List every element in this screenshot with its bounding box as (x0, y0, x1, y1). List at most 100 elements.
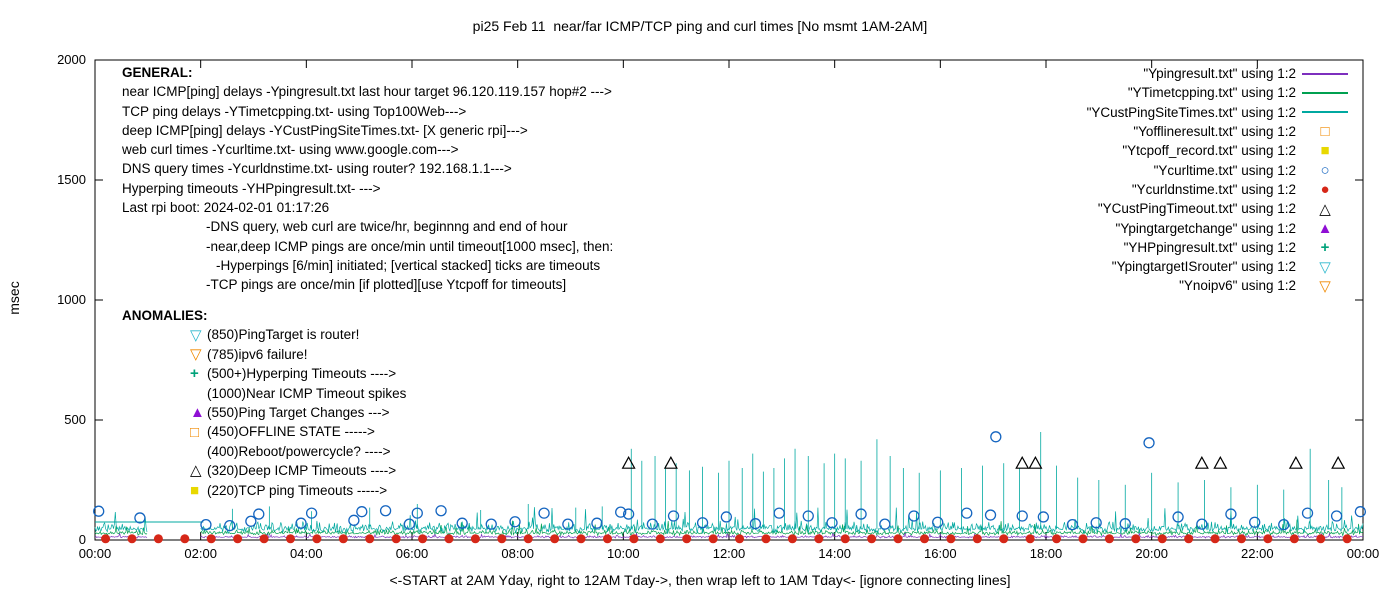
square-filled-icon: ■ (1320, 142, 1330, 160)
legend-label: "YHPpingresult.txt" using 1:2 (1123, 239, 1296, 255)
anomaly-row: (400)Reboot/powercycle? ----> (190, 442, 406, 461)
triangle-down-icon: ▽ (190, 326, 202, 344)
x-tick-label: 12:00 (713, 546, 746, 561)
general-line: web curl times -Ycurltime.txt- using www… (122, 142, 459, 158)
legend-row: "Ytcpoff_record.txt" using 1:2 ■ (1087, 141, 1354, 160)
y-tick-label: 1500 (57, 172, 86, 187)
anomaly-row: ▽ (785)ipv6 failure! (190, 345, 406, 364)
general-notes: -DNS query, web curl are twice/hr, begin… (206, 217, 613, 294)
x-tick-label: 08:00 (501, 546, 534, 561)
x-tick-label: 14:00 (818, 546, 851, 561)
plot-legend: "Ypingresult.txt" using 1:2 "YTimetcppin… (1087, 64, 1354, 296)
general-line: Hyperping timeouts -YHPpingresult.txt- -… (122, 180, 381, 196)
legend-line-symbol (1296, 111, 1354, 114)
general-note: -near,deep ICMP pings are once/min until… (206, 238, 614, 254)
triangle-filled-icon: ▲ (190, 404, 205, 422)
legend-label: "YpingtargetISrouter" using 1:2 (1111, 259, 1296, 275)
plus-icon: + (190, 365, 199, 383)
anomaly-label: (500+)Hyperping Timeouts ----> (207, 366, 397, 382)
x-tick-label: 22:00 (1241, 546, 1274, 561)
anomaly-label: (550)Ping Target Changes ---> (207, 404, 390, 420)
anomaly-label: (785)ipv6 failure! (207, 346, 308, 362)
anomalies-rows: ▽ (850)PingTarget is router! ▽ (785)ipv6… (190, 325, 406, 500)
legend-label: "Ytcpoff_record.txt" using 1:2 (1122, 143, 1296, 159)
anomaly-label: (450)OFFLINE STATE -----> (207, 424, 375, 440)
y-tick-label: 500 (64, 412, 86, 427)
legend-label: "YTimetcpping.txt" using 1:2 (1127, 85, 1296, 101)
general-line: DNS query times -Ycurldnstime.txt- using… (122, 161, 512, 177)
plus-icon: + (1320, 238, 1330, 256)
legend-row: "YCustPingTimeout.txt" using 1:2 △ (1087, 199, 1354, 218)
triangle-open-icon: △ (1319, 200, 1331, 218)
legend-label: "Ynoipv6" using 1:2 (1179, 278, 1296, 294)
triangle-down-icon: ▽ (1319, 258, 1331, 276)
y-tick-label: 2000 (57, 52, 86, 67)
legend-label: "YCustPingTimeout.txt" using 1:2 (1097, 201, 1296, 217)
legend-row: "Ypingtargetchange" using 1:2 ▲ (1087, 218, 1354, 237)
legend-label: "YCustPingSiteTimes.txt" using 1:2 (1086, 104, 1296, 120)
x-tick-label: 00:00 (79, 546, 112, 561)
general-note: -DNS query, web curl are twice/hr, begin… (206, 219, 568, 235)
legend-row: "YCustPingSiteTimes.txt" using 1:2 (1087, 103, 1354, 122)
general-line: Last rpi boot: 2024-02-01 01:17:26 (122, 200, 330, 216)
anomaly-row: ■ (220)TCP ping Timeouts -----> (190, 481, 406, 500)
anomaly-label: (400)Reboot/powercycle? ----> (207, 443, 391, 459)
x-tick-label: 10:00 (607, 546, 640, 561)
anomaly-label: (1000)Near ICMP Timeout spikes (207, 385, 407, 401)
legend-row: "Ycurldnstime.txt" using 1:2 ● (1087, 180, 1354, 199)
y-tick-label: 1000 (57, 292, 86, 307)
x-axis-caption: <-START at 2AM Yday, right to 12AM Tday-… (389, 572, 1011, 588)
legend-row: "YpingtargetISrouter" using 1:2 ▽ (1087, 257, 1354, 276)
series-Ycurldnstime.txt (101, 534, 1352, 544)
legend-row: "Ynoipv6" using 1:2 ▽ (1087, 276, 1354, 295)
general-line: deep ICMP[ping] delays -YCustPingSiteTim… (122, 122, 528, 138)
square-open-icon: □ (1320, 123, 1330, 141)
legend-label: "Ycurldnstime.txt" using 1:2 (1131, 181, 1296, 197)
x-tick-label: 18:00 (1030, 546, 1063, 561)
y-axis-label: msec (6, 281, 22, 315)
triangle-filled-icon: ▲ (1317, 219, 1333, 237)
general-note: -TCP pings are once/min [if plotted][use… (206, 277, 567, 293)
anomaly-row: △ (320)Deep ICMP Timeouts ----> (190, 461, 406, 480)
legend-row: "YHPpingresult.txt" using 1:2 + (1087, 238, 1354, 257)
general-annotation-block: GENERAL: near ICMP[ping] delays -Ypingre… (122, 63, 613, 295)
triangle-open-icon: △ (190, 462, 202, 480)
legend-row: "Ycurltime.txt" using 1:2 ○ (1087, 160, 1354, 179)
general-heading: GENERAL: (122, 65, 193, 80)
legend-label: "Yofflineresult.txt" using 1:2 (1133, 124, 1296, 140)
anomaly-label: (220)TCP ping Timeouts -----> (207, 482, 388, 498)
anomaly-row: ▽ (850)PingTarget is router! (190, 325, 406, 344)
legend-line-symbol (1296, 91, 1354, 94)
anomaly-row: + (500+)Hyperping Timeouts ----> (190, 364, 406, 383)
series-Ycurltime.txt (93, 431, 1367, 532)
anomaly-row: ▲ (550)Ping Target Changes ---> (190, 403, 406, 422)
series-YCustPingTimeout.txt (621, 455, 1346, 469)
axes: 00:00 02:00 04:00 06:00 08:00 10:00 12:00 14:00… (57, 52, 1379, 561)
anomaly-label: (320)Deep ICMP Timeouts ----> (207, 463, 397, 479)
legend-label: "Ycurltime.txt" using 1:2 (1153, 162, 1296, 178)
general-line: TCP ping delays -YTimetcpping.txt- using… (122, 103, 467, 119)
legend-label: "Ypingresult.txt" using 1:2 (1143, 66, 1296, 82)
general-line: near ICMP[ping] delays -Ypingresult.txt … (122, 84, 612, 100)
square-filled-icon: ■ (190, 481, 200, 499)
y-tick-label: 0 (79, 532, 86, 547)
triangle-down-icon: ▽ (190, 345, 202, 363)
legend-label: "Ypingtargetchange" using 1:2 (1115, 220, 1296, 236)
x-tick-label: 06:00 (396, 546, 429, 561)
general-note: -Hyperpings [6/min] initiated; [vertical… (216, 257, 601, 273)
legend-line-symbol (1296, 72, 1354, 75)
x-tick-label: 20:00 (1135, 546, 1168, 561)
anomalies-annotation-block: ANOMALIES: ▽ (850)PingTarget is router! … (122, 306, 406, 500)
x-tick-label: 02:00 (184, 546, 217, 561)
x-tick-label: 16:00 (924, 546, 957, 561)
circle-filled-icon: ● (1320, 180, 1330, 198)
legend-row: "Yofflineresult.txt" using 1:2 □ (1087, 122, 1354, 141)
anomaly-row: □ (450)OFFLINE STATE -----> (190, 422, 406, 441)
triangle-down-icon: ▽ (1319, 277, 1331, 295)
series-YCustPingSiteTimes.txt (94, 432, 1364, 535)
chart-title: pi25 Feb 11 near/far ICMP/TCP ping and c… (472, 18, 928, 34)
x-tick-label: 00:00 (1347, 546, 1380, 561)
anomalies-heading: ANOMALIES: (122, 308, 208, 323)
